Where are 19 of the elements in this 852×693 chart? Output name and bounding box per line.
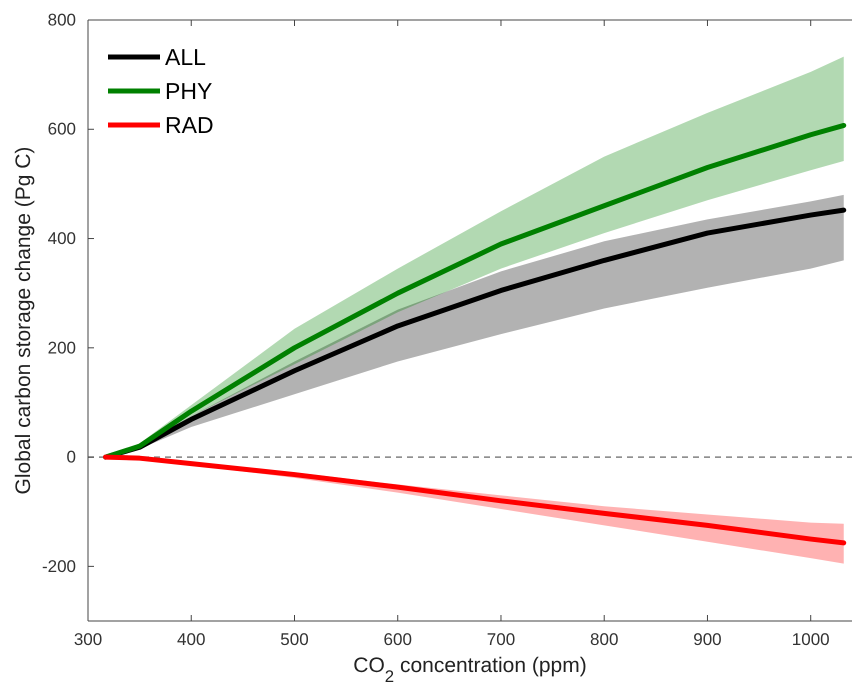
y-tick-label: 400 xyxy=(48,228,76,248)
x-tick-label: 1000 xyxy=(792,630,830,650)
y-axis-title: Global carbon storage change (Pg C) xyxy=(12,146,35,494)
y-tick-label: 200 xyxy=(48,338,76,358)
y-tick-label: 600 xyxy=(48,120,76,139)
x-tick-label: 500 xyxy=(280,630,309,650)
legend-label: PHY xyxy=(165,78,212,104)
x-axis-title: CO$_{2}$ concentration (ppm) xyxy=(353,654,587,686)
y-tick-label: -200 xyxy=(42,556,76,576)
legend-label: RAD xyxy=(165,112,214,138)
x-tick-label: 800 xyxy=(590,630,618,650)
legend-label: ALL xyxy=(165,44,206,70)
x-tick-label: 900 xyxy=(693,630,722,650)
x-tick-label: 700 xyxy=(486,630,516,650)
x-tick-label: 400 xyxy=(177,630,206,650)
y-tick-label: 800 xyxy=(48,10,76,30)
x-tick-label: 600 xyxy=(384,630,412,650)
x-tick-label: 300 xyxy=(74,630,102,650)
y-tick-label: 0 xyxy=(66,448,76,467)
